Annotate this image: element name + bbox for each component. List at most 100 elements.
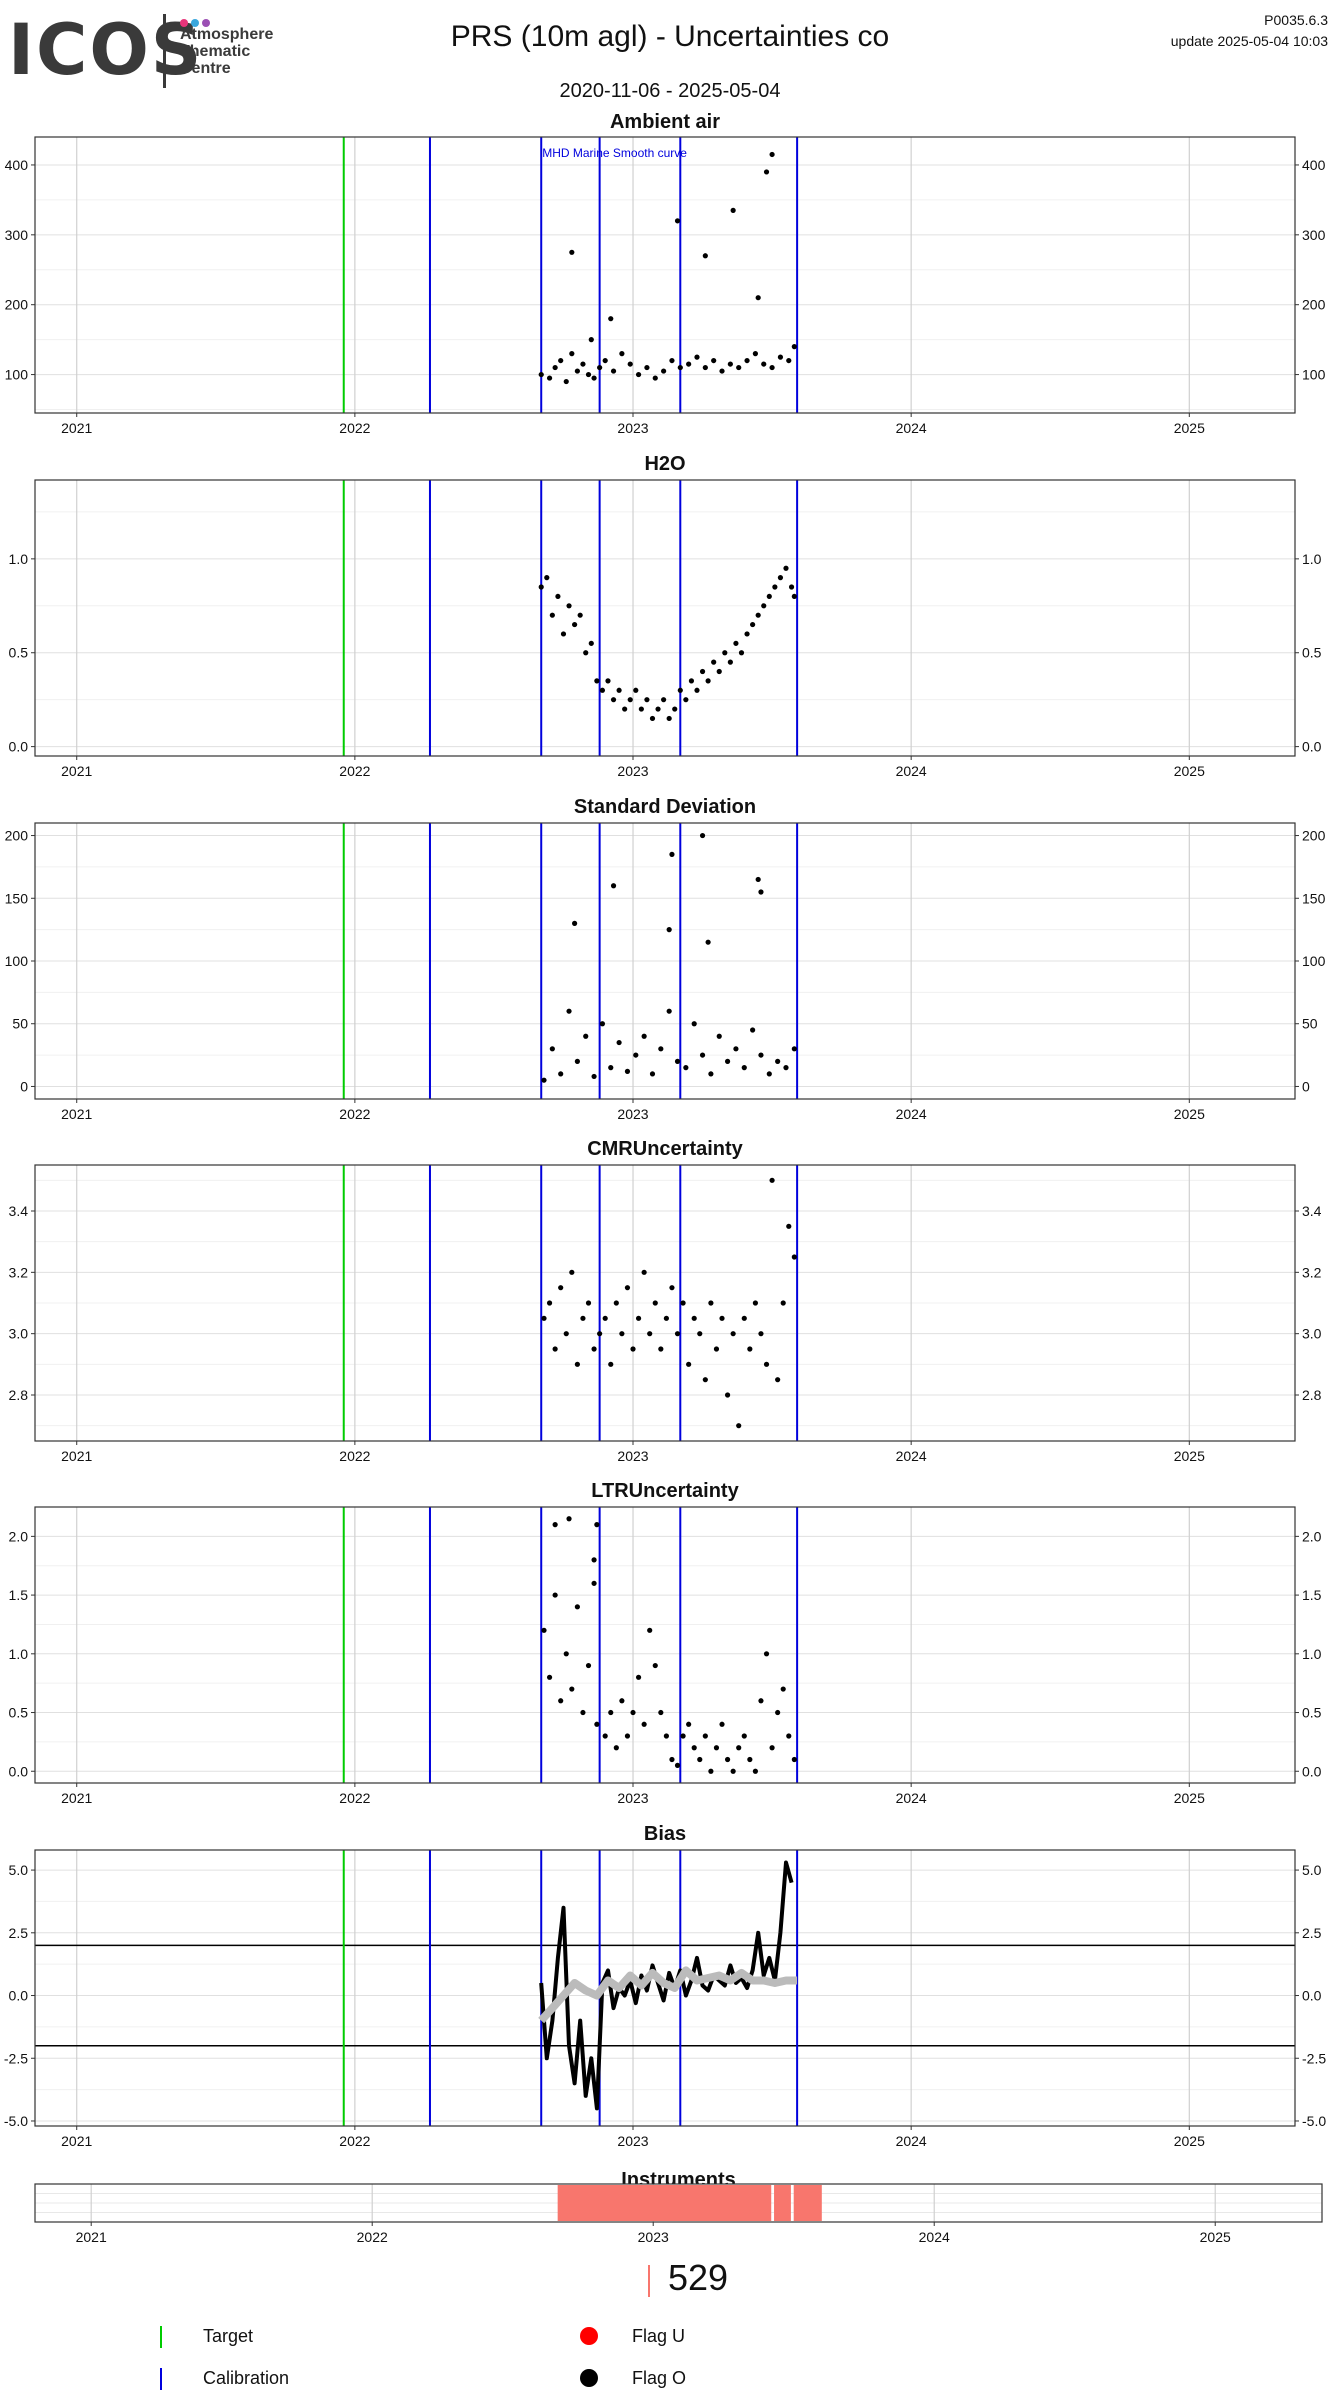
data-point xyxy=(677,687,683,693)
x-tick-label: 2024 xyxy=(896,2133,927,2149)
y-tick-label: 3.0 xyxy=(1302,1326,1322,1342)
data-point xyxy=(658,1346,664,1352)
data-point xyxy=(580,361,586,367)
panel-frame xyxy=(34,479,1296,757)
flag-o-legend-label: Flag O xyxy=(632,2368,687,2388)
data-point xyxy=(677,364,683,371)
data-point xyxy=(683,697,689,703)
data-point xyxy=(786,357,792,364)
data-point xyxy=(766,593,772,600)
logo-dot xyxy=(202,19,210,27)
data-point xyxy=(658,1709,664,1716)
data-point xyxy=(674,1331,681,1337)
data-point xyxy=(638,706,644,712)
data-point xyxy=(691,1021,697,1027)
data-point xyxy=(591,1557,597,1563)
x-tick-label: 2025 xyxy=(1200,2229,1231,2245)
data-point xyxy=(591,1580,597,1586)
data-point xyxy=(602,357,608,364)
target-legend-label: Target xyxy=(203,2326,254,2346)
data-point xyxy=(599,1021,606,1027)
smooth-curve-annotation: MHD Marine Smooth curve xyxy=(542,146,687,160)
x-tick-label: 2023 xyxy=(638,2229,669,2245)
data-point xyxy=(610,368,617,374)
data-point xyxy=(658,1046,664,1052)
y-tick-label: 2.8 xyxy=(1302,1387,1322,1403)
x-tick-label: 2021 xyxy=(61,763,92,779)
data-point xyxy=(630,1346,636,1352)
data-point xyxy=(791,1756,797,1763)
data-point xyxy=(544,575,550,581)
data-point xyxy=(694,687,700,693)
data-point xyxy=(736,1423,742,1429)
data-point xyxy=(694,354,700,360)
y-tick-label: 0.5 xyxy=(1302,645,1322,661)
data-point xyxy=(641,1033,647,1039)
data-point xyxy=(744,631,750,637)
data-point xyxy=(672,706,678,712)
data-point xyxy=(541,1315,547,1321)
x-tick-label: 2021 xyxy=(61,2133,92,2149)
data-point xyxy=(669,357,675,364)
x-tick-label: 2025 xyxy=(1174,2133,1205,2149)
data-point xyxy=(752,1300,758,1306)
data-point xyxy=(633,1052,639,1058)
data-point xyxy=(569,249,575,255)
data-point xyxy=(619,1331,625,1337)
data-point xyxy=(666,1008,672,1014)
data-point xyxy=(661,697,667,703)
y-tick-label: 2.5 xyxy=(9,1925,29,1941)
y-tick-label: 0.0 xyxy=(1302,1988,1322,2004)
y-tick-label: 3.2 xyxy=(1302,1264,1322,1280)
data-point xyxy=(758,1052,764,1058)
data-point xyxy=(780,1686,786,1692)
data-point xyxy=(691,1315,697,1321)
data-point xyxy=(777,575,784,581)
data-point xyxy=(608,1709,614,1716)
data-point xyxy=(791,344,797,350)
data-point xyxy=(541,1077,547,1083)
data-point xyxy=(666,715,672,722)
data-point xyxy=(572,621,578,628)
data-point xyxy=(583,1033,589,1039)
x-tick-label: 2021 xyxy=(76,2229,107,2245)
data-point xyxy=(583,650,589,656)
data-point xyxy=(585,371,592,378)
data-point xyxy=(777,354,784,360)
y-tick-label: 200 xyxy=(5,828,29,844)
data-point xyxy=(558,357,564,364)
data-point xyxy=(585,1300,592,1306)
y-tick-label: 100 xyxy=(5,953,29,969)
data-point xyxy=(608,1361,614,1367)
data-point xyxy=(549,1046,555,1052)
data-point xyxy=(702,364,708,371)
y-tick-label: 100 xyxy=(1302,953,1326,969)
data-point xyxy=(705,939,711,945)
y-tick-label: 0 xyxy=(1302,1078,1310,1094)
y-tick-label: 2.5 xyxy=(1302,1925,1322,1941)
data-point xyxy=(599,687,606,693)
data-point xyxy=(699,668,706,675)
y-tick-label: 200 xyxy=(5,297,29,313)
data-point xyxy=(546,1300,553,1306)
data-point xyxy=(594,678,600,684)
data-point xyxy=(702,1377,708,1383)
panel-frame xyxy=(34,1849,1296,2127)
data-point xyxy=(652,375,658,381)
data-point xyxy=(686,1361,692,1367)
x-tick-label: 2023 xyxy=(617,2133,648,2149)
data-point xyxy=(761,603,767,609)
data-point xyxy=(708,1300,714,1306)
data-point xyxy=(558,1698,564,1704)
y-tick-label: 3.0 xyxy=(9,1326,29,1342)
data-point xyxy=(546,1674,553,1680)
data-point xyxy=(591,1073,597,1080)
data-point xyxy=(674,1058,681,1064)
y-tick-label: 0.0 xyxy=(9,739,29,755)
date-range: 2020-11-06 - 2025-05-04 xyxy=(559,80,781,102)
instrument-legend-swatch xyxy=(648,2265,650,2297)
y-tick-label: 400 xyxy=(1302,157,1326,173)
data-point xyxy=(563,378,569,385)
x-tick-label: 2024 xyxy=(896,1790,927,1806)
data-point xyxy=(758,889,764,895)
